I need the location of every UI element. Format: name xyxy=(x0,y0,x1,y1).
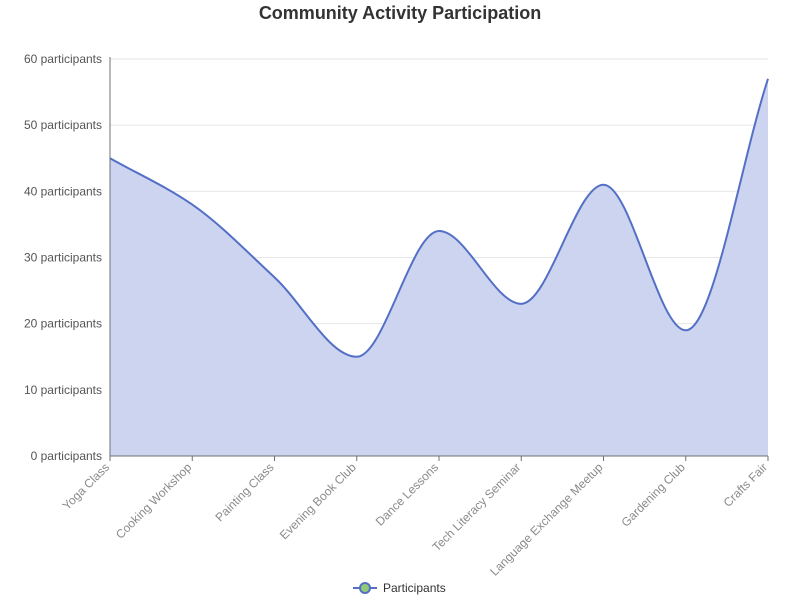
x-tick-label: Yoga Class xyxy=(60,460,113,513)
data-point[interactable] xyxy=(518,301,524,307)
x-tick-label: Tech Literacy Seminar xyxy=(430,460,524,554)
y-tick-label: 10 participants xyxy=(24,383,102,397)
y-tick-label: 50 participants xyxy=(24,118,102,132)
y-axis-ticks: 0 participants 10 participants 20 particip… xyxy=(24,52,102,463)
chart-title: Community Activity Participation xyxy=(259,3,541,23)
legend-label: Participants xyxy=(383,581,446,595)
data-point[interactable] xyxy=(272,274,278,280)
legend-marker-icon xyxy=(359,582,371,594)
data-point[interactable] xyxy=(189,202,195,208)
data-point[interactable] xyxy=(683,327,689,333)
data-point[interactable] xyxy=(601,182,607,188)
data-point[interactable] xyxy=(436,228,442,234)
y-tick-label: 30 participants xyxy=(24,251,102,265)
x-tick-label: Evening Book Club xyxy=(277,460,359,542)
x-tick-label: Cooking Workshop xyxy=(113,460,195,542)
x-tick-label: Gardening Club xyxy=(619,460,689,530)
y-tick-label: 20 participants xyxy=(24,317,102,331)
x-tick-label: Painting Class xyxy=(212,460,276,524)
y-tick-label: 60 participants xyxy=(24,52,102,66)
x-axis-ticks: Yoga Class Cooking Workshop Painting Class… xyxy=(60,456,771,579)
data-point[interactable] xyxy=(765,76,771,82)
x-tick-label: Dance Lessons xyxy=(373,460,441,528)
y-tick-label: 0 participants xyxy=(31,449,102,463)
legend[interactable]: Participants xyxy=(353,581,446,595)
series-area-fill xyxy=(110,78,768,456)
y-tick-label: 40 participants xyxy=(24,184,102,198)
series-area xyxy=(109,76,771,456)
x-tick-label: Crafts Fair xyxy=(721,460,771,510)
series-line xyxy=(109,78,769,358)
data-point[interactable] xyxy=(354,354,360,360)
